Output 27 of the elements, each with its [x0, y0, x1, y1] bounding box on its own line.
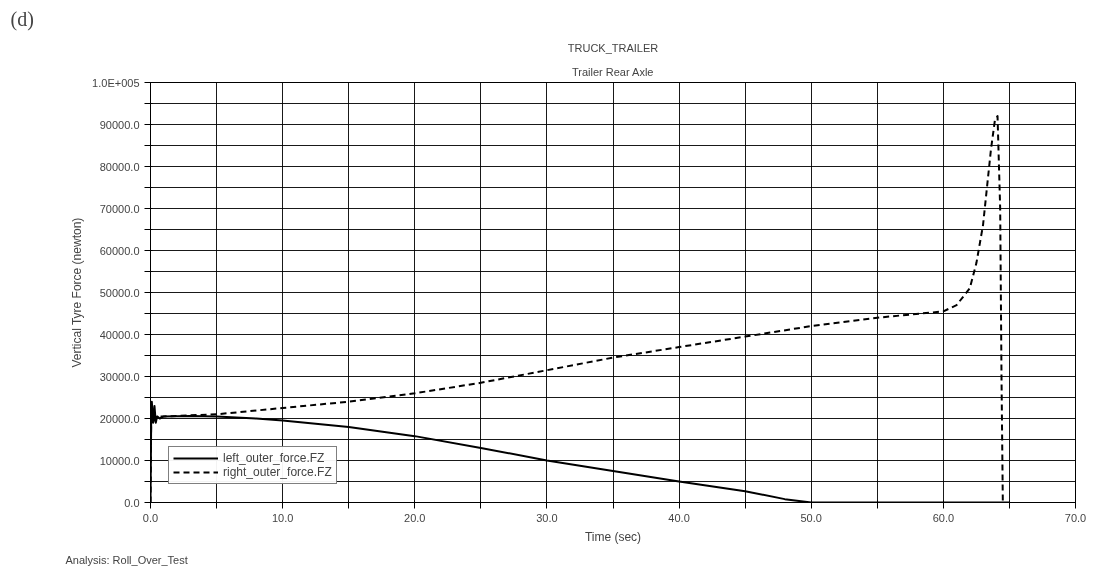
chart-title: TRUCK_TRAILER	[567, 41, 659, 54]
x-tick-label: 20.0	[404, 511, 426, 524]
legend-label: right_outer_force.FZ	[223, 465, 332, 479]
x-tick-label: 50.0	[800, 511, 822, 524]
y-tick-label: 90000.0	[99, 118, 140, 131]
y-tick-label: 60000.0	[99, 244, 140, 257]
y-tick-label: 20000.0	[99, 412, 140, 425]
y-tick-label: 70000.0	[99, 202, 140, 215]
x-tick-label: 70.0	[1064, 511, 1087, 524]
x-axis-title: Time (sec)	[584, 529, 642, 544]
y-tick-label: 10000.0	[99, 454, 140, 467]
y-tick-label: 80000.0	[99, 160, 140, 173]
x-tick-label: 60.0	[932, 511, 955, 524]
x-tick-label: 0.0	[142, 511, 159, 524]
x-tick-label: 30.0	[536, 511, 558, 524]
y-axis-title: Vertical Tyre Force (newton)	[70, 217, 85, 368]
y-tick-label: 1.0E+005	[92, 76, 140, 89]
y-tick-label: 40000.0	[99, 328, 140, 341]
legend-label: left_outer_force.FZ	[223, 451, 325, 465]
text: Analysis: Roll_Over_Test	[65, 553, 188, 566]
x-tick-label: 10.0	[271, 511, 294, 524]
y-tick-label: 30000.0	[99, 370, 140, 383]
text: (d)	[10, 7, 34, 31]
y-tick-label: 50000.0	[99, 286, 140, 299]
chart-subtitle: Trailer Rear Axle	[571, 65, 654, 78]
x-tick-label: 40.0	[668, 511, 690, 524]
y-tick-label: 0.0	[124, 496, 140, 509]
